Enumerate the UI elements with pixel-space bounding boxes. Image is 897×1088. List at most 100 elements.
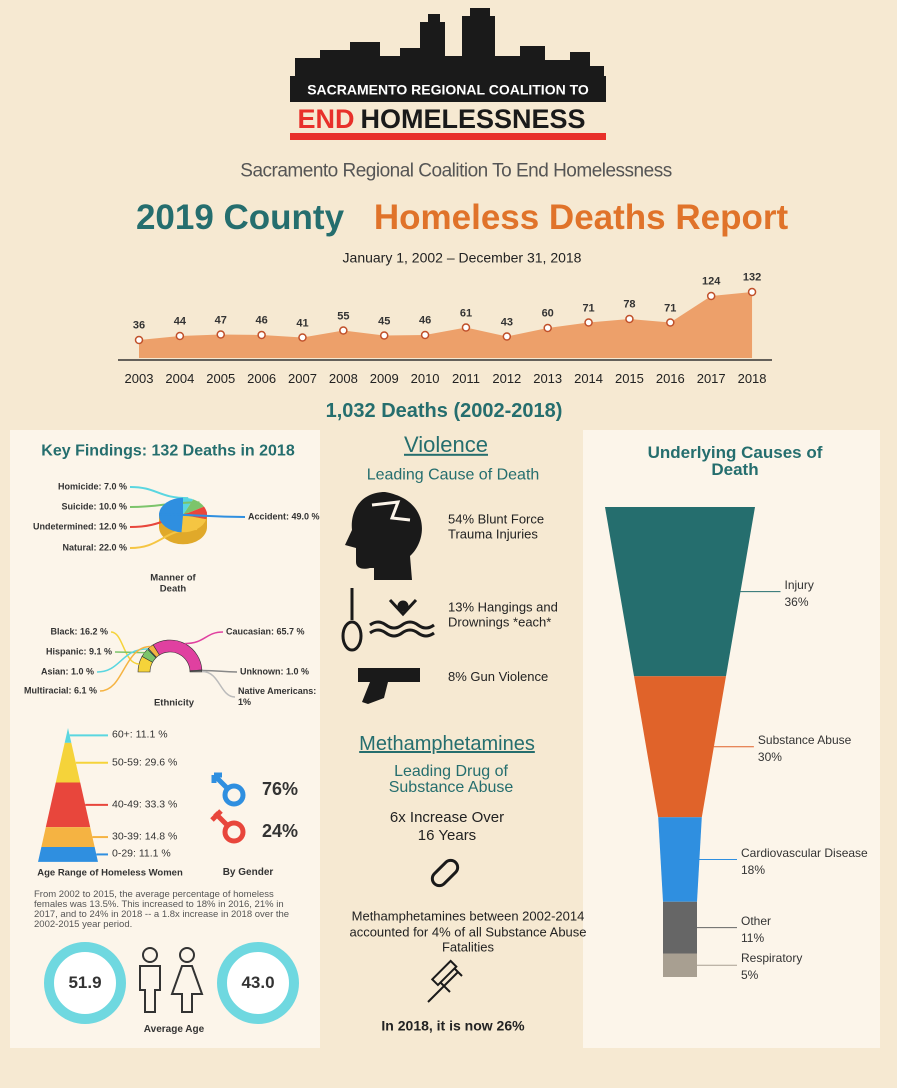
data-label: 71 bbox=[664, 301, 677, 314]
data-label: 78 bbox=[623, 298, 636, 311]
leader-line bbox=[114, 651, 145, 654]
x-tick-label: 2016 bbox=[655, 371, 685, 387]
x-tick-label: 2010 bbox=[410, 371, 440, 387]
category-label: Substance Abuse bbox=[757, 732, 852, 747]
violence-item: 13% Hangings and Drownings *each* bbox=[448, 598, 558, 630]
point bbox=[584, 318, 593, 327]
average-age: 43.0 bbox=[241, 972, 275, 992]
x-tick-label: 2015 bbox=[614, 371, 644, 387]
x-tick-label: 2014 bbox=[574, 371, 604, 387]
female-note: From 2002 to 2015, the average percentag… bbox=[34, 889, 290, 930]
meth-increase: 6x Increase Over 16 Years bbox=[389, 809, 505, 844]
male-share: 76% bbox=[262, 779, 299, 800]
skyline bbox=[295, 8, 604, 78]
pie-slice bbox=[181, 515, 207, 533]
funnel-segment bbox=[605, 507, 755, 677]
pyramid-segment bbox=[64, 728, 72, 743]
data-label: Multiracial: 6.1 % bbox=[23, 685, 97, 696]
x-tick-label: 2004 bbox=[165, 371, 195, 387]
average-age-label: Average Age bbox=[143, 1024, 205, 1035]
point bbox=[706, 291, 716, 301]
data-label: Homicide: 7.0 % bbox=[57, 481, 127, 492]
data-label: Caucasian: 65.7 % bbox=[226, 626, 305, 637]
data-label: 0-29: 11.1 % bbox=[112, 848, 171, 861]
data-label: 50-59: 29.6 % bbox=[112, 756, 178, 769]
data-label: 40-49: 33.3 % bbox=[112, 798, 178, 811]
point bbox=[339, 326, 348, 335]
pyramid-segment bbox=[41, 827, 95, 847]
point bbox=[420, 330, 430, 340]
data-label: 36 bbox=[132, 319, 146, 332]
leader-line bbox=[201, 669, 238, 673]
x-tick-label: 2007 bbox=[288, 371, 317, 387]
chart-title: Ethnicity bbox=[153, 697, 195, 709]
head-icon bbox=[345, 492, 422, 580]
data-label: 46 bbox=[255, 314, 268, 327]
data-label: Accident: 49.0 % bbox=[248, 511, 320, 522]
banner-end: END bbox=[297, 103, 355, 134]
data-label: 124 bbox=[701, 275, 721, 288]
data-label: 18% bbox=[741, 862, 766, 877]
data-label: 44 bbox=[173, 315, 186, 328]
data-label: Hispanic: 9.1 % bbox=[45, 646, 112, 657]
data-label: 45 bbox=[378, 314, 391, 327]
age-rings bbox=[44, 942, 299, 1024]
leader-line bbox=[159, 513, 246, 518]
donut-segment bbox=[189, 670, 203, 673]
title-part2: Homeless Deaths Report bbox=[373, 198, 789, 237]
leader-line bbox=[110, 631, 140, 665]
point bbox=[502, 332, 512, 341]
category-label: Other bbox=[741, 913, 772, 928]
meth-now: In 2018, it is now 26% bbox=[381, 1017, 525, 1034]
chart-title: Manner of Death bbox=[150, 572, 196, 595]
people-icon bbox=[139, 947, 204, 1013]
data-label: Natural: 22.0 % bbox=[62, 542, 127, 553]
data-label: 43 bbox=[500, 315, 513, 328]
point bbox=[257, 330, 266, 340]
hanging-drowning-icon bbox=[341, 588, 435, 652]
x-tick-label: 2009 bbox=[369, 371, 399, 387]
point bbox=[625, 314, 634, 324]
data-label: 132 bbox=[742, 271, 762, 284]
data-label: 30% bbox=[757, 749, 782, 764]
x-tick-label: 2017 bbox=[696, 371, 726, 387]
data-label: 36% bbox=[784, 594, 809, 609]
data-label: 11% bbox=[741, 930, 765, 945]
x-tick-label: 2013 bbox=[533, 371, 563, 387]
x-tick-label: 2012 bbox=[492, 371, 522, 387]
funnel-segment bbox=[663, 901, 697, 954]
gender-icons bbox=[210, 772, 246, 844]
point bbox=[747, 287, 757, 297]
x-tick-label: 2006 bbox=[247, 371, 277, 387]
data-label: 71 bbox=[582, 301, 595, 314]
x-tick-label: 2005 bbox=[206, 371, 236, 387]
leader-line bbox=[129, 501, 200, 508]
panel-title: Key Findings: 132 Deaths in 2018 bbox=[41, 442, 295, 460]
category-label: Injury bbox=[784, 577, 814, 592]
x-tick-label: 2003 bbox=[124, 371, 154, 387]
subtitle: Sacramento Regional Coalition To End Hom… bbox=[240, 160, 672, 182]
data-label: 60+: 11.1 % bbox=[112, 729, 168, 742]
pill-icon bbox=[430, 858, 460, 888]
data-label: Suicide: 10.0 % bbox=[61, 501, 127, 512]
pyramid-segment bbox=[38, 846, 98, 862]
chart-title: Age Range of Homeless Women bbox=[37, 867, 183, 879]
section-heading: Violence bbox=[404, 431, 488, 457]
data-label: 55 bbox=[337, 309, 350, 322]
leader-line bbox=[129, 527, 198, 549]
data-label: 5% bbox=[741, 968, 759, 983]
banner-text: SACRAMENTO REGIONAL COALITION TO bbox=[307, 81, 589, 98]
pyramid-segment bbox=[55, 742, 81, 783]
x-tick-label: 2008 bbox=[328, 371, 358, 387]
female-share: 24% bbox=[262, 821, 299, 842]
violence-item: 8% Gun Violence bbox=[448, 668, 549, 684]
section-subheading: Leading Cause of Death bbox=[366, 466, 540, 484]
gender-label: By Gender bbox=[222, 867, 274, 878]
data-label: 41 bbox=[296, 316, 309, 329]
funnel-segment bbox=[663, 953, 697, 977]
total-deaths: 1,032 Deaths (2002-2018) bbox=[325, 400, 563, 422]
banner bbox=[290, 76, 606, 102]
category-label: Respiratory bbox=[741, 951, 803, 966]
point bbox=[666, 318, 675, 327]
point bbox=[461, 323, 471, 332]
